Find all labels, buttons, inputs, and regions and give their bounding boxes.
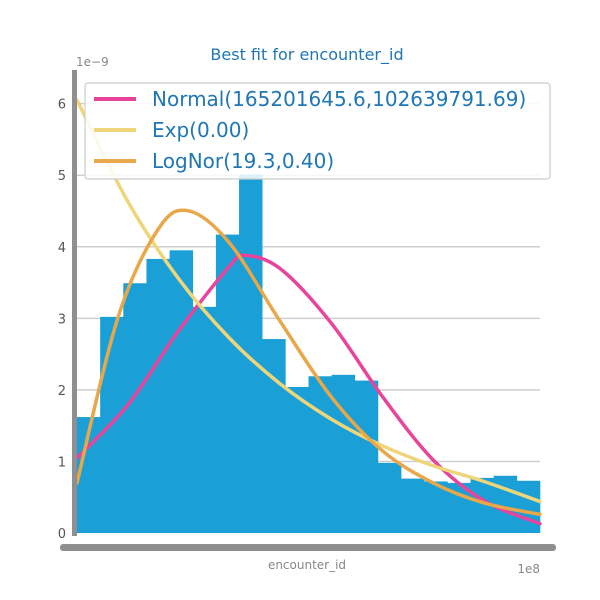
legend: Normal(165201645.6,102639791.69) Exp(0.00…	[84, 82, 551, 180]
histogram-bar	[262, 339, 286, 533]
histogram-bars	[77, 174, 541, 534]
fit-curve-exponential	[75, 98, 542, 504]
histogram-bar	[354, 380, 379, 533]
histogram-bar	[308, 376, 332, 533]
histogram-bar	[377, 462, 402, 533]
histogram-bar	[192, 306, 217, 533]
histogram-bar	[470, 477, 494, 533]
x-offset-label: 1e8	[517, 562, 540, 576]
y-tick-label: 4	[58, 241, 66, 256]
y-tick-label: 5	[58, 169, 66, 184]
chart-title: Best fit for encounter_id	[210, 45, 403, 65]
y-axis-line	[72, 70, 77, 536]
y-tick-label: 3	[58, 312, 66, 327]
legend-label: LogNor(19.3,0.40)	[152, 149, 334, 173]
histogram-bar	[77, 417, 101, 533]
y-tick-labels: 0 1 2 3 4 5 6	[58, 98, 66, 542]
histogram-bar	[146, 258, 170, 533]
y-tick-label: 2	[58, 384, 66, 399]
histogram-bar	[239, 174, 263, 534]
y-tick-label: 1	[58, 455, 66, 470]
histogram-bar	[401, 478, 425, 533]
legend-label: Normal(165201645.6,102639791.69)	[152, 87, 526, 111]
legend-label: Exp(0.00)	[152, 118, 249, 142]
histogram-bar	[516, 480, 541, 533]
y-tick-label: 6	[58, 98, 66, 113]
histogram-bar	[285, 387, 309, 533]
histogram-bar	[215, 234, 240, 533]
histogram-bar	[331, 374, 356, 533]
histogram-bar	[123, 283, 147, 533]
fit-curve-lognormal	[75, 208, 542, 517]
y-offset-label: 1e−9	[76, 55, 109, 69]
legend-box	[84, 82, 551, 180]
y-tick-label: 0	[58, 527, 66, 542]
x-axis-label: encounter_id	[268, 558, 346, 572]
fit-curves	[75, 98, 542, 526]
x-axis-line	[60, 544, 556, 551]
histogram-bar	[424, 481, 448, 533]
